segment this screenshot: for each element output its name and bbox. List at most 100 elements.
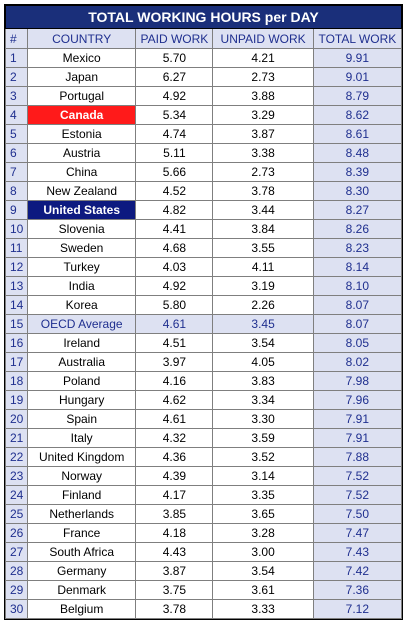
total-work-cell: 8.14 [312, 257, 403, 277]
table-row: 19 Hungary 4.62 3.34 7.96 [4, 390, 403, 410]
paid-work-cell: 3.87 [135, 561, 214, 581]
unpaid-work-cell: 4.21 [212, 48, 314, 68]
paid-work-cell: 4.62 [135, 390, 214, 410]
rank-cell: 23 [4, 466, 29, 486]
rank-cell: 15 [4, 314, 29, 334]
rank-cell: 1 [4, 48, 29, 68]
paid-work-cell: 3.97 [135, 352, 214, 372]
country-cell: Poland [27, 371, 137, 391]
unpaid-work-cell: 2.73 [212, 162, 314, 182]
rank-cell: 24 [4, 485, 29, 505]
country-cell: China [27, 162, 137, 182]
unpaid-work-cell: 4.11 [212, 257, 314, 277]
table-row: 9 United States 4.82 3.44 8.27 [4, 200, 403, 220]
paid-work-cell: 4.52 [135, 181, 214, 201]
paid-work-cell: 4.16 [135, 371, 214, 391]
unpaid-work-cell: 3.19 [212, 276, 314, 296]
table-row: 27 South Africa 4.43 3.00 7.43 [4, 542, 403, 562]
country-cell: Australia [27, 352, 137, 372]
rank-cell: 26 [4, 523, 29, 543]
table-body: TOTAL WORKING HOURS per DAY # COUNTRY PAID… [4, 5, 403, 619]
rank-cell: 11 [4, 238, 29, 258]
table-row: 5 Estonia 4.74 3.87 8.61 [4, 124, 403, 144]
column-header: PAID WORK [135, 28, 214, 49]
country-cell: Japan [27, 67, 137, 87]
paid-work-cell: 5.66 [135, 162, 214, 182]
total-work-cell: 9.91 [312, 48, 403, 68]
rank-cell: 22 [4, 447, 29, 467]
country-cell: Finland [27, 485, 137, 505]
column-header: UNPAID WORK [212, 28, 314, 49]
unpaid-work-cell: 3.61 [212, 580, 314, 600]
country-cell: Denmark [27, 580, 137, 600]
rank-cell: 20 [4, 409, 29, 429]
paid-work-cell: 5.80 [135, 295, 214, 315]
unpaid-work-cell: 3.33 [212, 599, 314, 619]
rank-cell: 13 [4, 276, 29, 296]
table-row: 7 China 5.66 2.73 8.39 [4, 162, 403, 182]
table-row: 12 Turkey 4.03 4.11 8.14 [4, 257, 403, 277]
unpaid-work-cell: 3.55 [212, 238, 314, 258]
total-work-cell: 7.88 [312, 447, 403, 467]
rank-cell: 29 [4, 580, 29, 600]
unpaid-work-cell: 3.84 [212, 219, 314, 239]
paid-work-cell: 4.92 [135, 86, 214, 106]
country-cell: Netherlands [27, 504, 137, 524]
paid-work-cell: 6.27 [135, 67, 214, 87]
total-work-cell: 7.12 [312, 599, 403, 619]
country-cell: United Kingdom [27, 447, 137, 467]
table-row: 25 Netherlands 3.85 3.65 7.50 [4, 504, 403, 524]
table-row: 10 Slovenia 4.41 3.84 8.26 [4, 219, 403, 239]
country-cell: Italy [27, 428, 137, 448]
unpaid-work-cell: 3.38 [212, 143, 314, 163]
total-work-cell: 8.26 [312, 219, 403, 239]
total-work-cell: 8.61 [312, 124, 403, 144]
total-work-cell: 9.01 [312, 67, 403, 87]
country-cell: Canada [27, 105, 137, 125]
table-frame: TOTAL WORKING HOURS per DAY # COUNTRY PAID… [4, 4, 403, 620]
table-row: 3 Portugal 4.92 3.88 8.79 [4, 86, 403, 106]
country-cell: Portugal [27, 86, 137, 106]
table-row: 18 Poland 4.16 3.83 7.98 [4, 371, 403, 391]
rank-cell: 18 [4, 371, 29, 391]
paid-work-cell: 4.82 [135, 200, 214, 220]
country-cell: Spain [27, 409, 137, 429]
table-row: 21 Italy 4.32 3.59 7.91 [4, 428, 403, 448]
country-cell: Belgium [27, 599, 137, 619]
unpaid-work-cell: 2.26 [212, 295, 314, 315]
country-cell: Ireland [27, 333, 137, 353]
total-work-cell: 7.91 [312, 409, 403, 429]
total-work-cell: 7.36 [312, 580, 403, 600]
country-cell: Korea [27, 295, 137, 315]
paid-work-cell: 4.17 [135, 485, 214, 505]
unpaid-work-cell: 3.59 [212, 428, 314, 448]
paid-work-cell: 4.51 [135, 333, 214, 353]
unpaid-work-cell: 3.65 [212, 504, 314, 524]
table-row: 28 Germany 3.87 3.54 7.42 [4, 561, 403, 581]
rank-cell: 30 [4, 599, 29, 619]
rank-cell: 28 [4, 561, 29, 581]
rank-cell: 25 [4, 504, 29, 524]
paid-work-cell: 3.75 [135, 580, 214, 600]
rank-cell: 5 [4, 124, 29, 144]
total-work-cell: 8.07 [312, 314, 403, 334]
unpaid-work-cell: 3.00 [212, 542, 314, 562]
paid-work-cell: 5.34 [135, 105, 214, 125]
country-cell: South Africa [27, 542, 137, 562]
paid-work-cell: 4.36 [135, 447, 214, 467]
title-row: TOTAL WORKING HOURS per DAY [5, 5, 402, 29]
table-row: 24 Finland 4.17 3.35 7.52 [4, 485, 403, 505]
rank-cell: 8 [4, 181, 29, 201]
total-work-cell: 8.23 [312, 238, 403, 258]
paid-work-cell: 4.18 [135, 523, 214, 543]
table-row: 4 Canada 5.34 3.29 8.62 [4, 105, 403, 125]
total-work-cell: 8.05 [312, 333, 403, 353]
unpaid-work-cell: 3.54 [212, 333, 314, 353]
unpaid-work-cell: 3.29 [212, 105, 314, 125]
column-header: # [4, 28, 29, 49]
unpaid-work-cell: 3.30 [212, 409, 314, 429]
country-cell: United States [27, 200, 137, 220]
unpaid-work-cell: 3.35 [212, 485, 314, 505]
unpaid-work-cell: 3.88 [212, 86, 314, 106]
